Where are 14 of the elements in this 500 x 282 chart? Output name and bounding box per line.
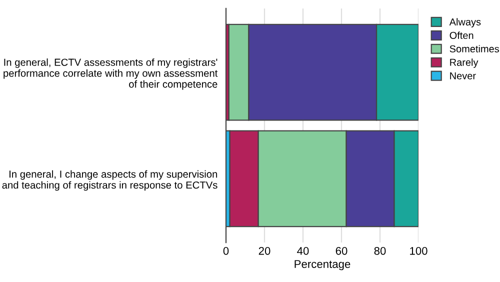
x-tick-label: 100 [410,246,428,255]
x-tick-label: 40 [297,246,309,255]
y-tick-label: In general, I change aspects of my supervision and teaching of registrars in response to ECTVs [2,170,218,191]
x-tick-label: 0 [223,246,229,255]
legend-label: Never [450,72,476,80]
x-tick-label: 80 [374,246,386,255]
legend-label: Often [450,32,474,39]
legend-label: Always [449,18,481,28]
legend-label: Sometimes [450,45,500,52]
legend-label: Rarely [450,58,478,68]
x-axis-title: Percentage [294,260,350,270]
x-tick-label: 20 [258,246,270,255]
y-tick-label: In general, ECTV assessments of my registrars' performance correlate with my own assessment of their competence [4,58,218,90]
x-tick-label: 60 [336,246,348,255]
